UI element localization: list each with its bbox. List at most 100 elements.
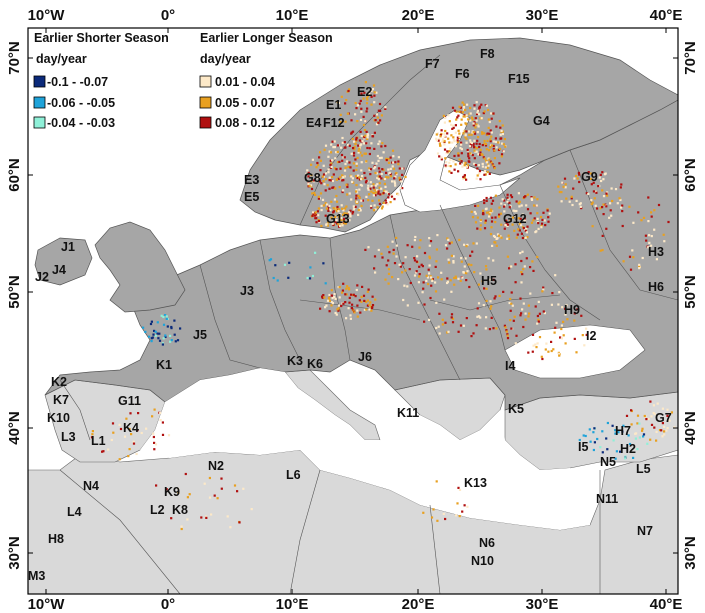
trend-pixel bbox=[338, 304, 341, 307]
trend-pixel bbox=[588, 428, 591, 431]
trend-pixel bbox=[628, 255, 632, 258]
trend-pixel bbox=[324, 144, 328, 147]
trend-pixel bbox=[382, 192, 385, 195]
trend-pixel bbox=[355, 184, 358, 187]
trend-pixel bbox=[342, 282, 345, 285]
trend-pixel bbox=[463, 265, 466, 268]
trend-pixel bbox=[479, 148, 482, 151]
trend-pixel bbox=[449, 158, 452, 161]
trend-pixel bbox=[345, 99, 348, 102]
trend-pixel bbox=[486, 139, 489, 142]
trend-pixel bbox=[320, 224, 323, 228]
trend-pixel bbox=[359, 99, 362, 102]
left-tick-label: 60°N bbox=[6, 158, 23, 192]
trend-pixel bbox=[154, 330, 157, 333]
trend-pixel bbox=[367, 184, 370, 187]
trend-pixel bbox=[473, 121, 476, 124]
trend-pixel bbox=[387, 176, 390, 179]
trend-pixel bbox=[562, 334, 565, 337]
trend-pixel bbox=[438, 155, 441, 158]
trend-pixel bbox=[336, 150, 339, 153]
region-label: E3 bbox=[244, 173, 259, 187]
bottom-tick-label: 10°W bbox=[28, 596, 66, 613]
trend-pixel bbox=[520, 271, 523, 274]
trend-pixel bbox=[514, 263, 517, 266]
trend-pixel bbox=[589, 177, 592, 180]
trend-pixel bbox=[309, 266, 312, 269]
trend-pixel bbox=[564, 307, 567, 310]
trend-pixel bbox=[391, 165, 394, 168]
trend-pixel bbox=[505, 330, 508, 333]
trend-pixel bbox=[360, 110, 363, 113]
trend-pixel bbox=[380, 156, 383, 159]
trend-pixel bbox=[343, 141, 346, 144]
trend-pixel bbox=[490, 117, 493, 120]
trend-pixel bbox=[485, 196, 488, 200]
trend-pixel bbox=[605, 437, 608, 440]
trend-pixel bbox=[515, 209, 518, 213]
trend-pixel bbox=[580, 314, 583, 317]
trend-pixel bbox=[360, 184, 364, 187]
trend-pixel bbox=[373, 267, 376, 270]
trend-pixel bbox=[361, 140, 364, 143]
trend-pixel bbox=[454, 275, 457, 278]
trend-pixel bbox=[462, 175, 465, 179]
trend-pixel bbox=[597, 185, 600, 188]
trend-pixel bbox=[334, 220, 337, 224]
trend-pixel bbox=[387, 259, 390, 262]
trend-pixel bbox=[348, 288, 351, 291]
trend-pixel bbox=[354, 175, 358, 178]
trend-pixel bbox=[473, 146, 476, 149]
trend-pixel bbox=[333, 198, 336, 201]
trend-pixel bbox=[444, 244, 448, 247]
trend-pixel bbox=[365, 110, 368, 113]
trend-pixel bbox=[483, 173, 486, 176]
great-britain-land bbox=[94, 221, 186, 313]
trend-pixel bbox=[226, 515, 229, 518]
trend-pixel bbox=[327, 221, 330, 224]
right-axis-labels: 70°N 60°N 50°N 40°N 30°N bbox=[682, 41, 699, 570]
trend-pixel bbox=[364, 176, 367, 179]
trend-pixel bbox=[107, 448, 110, 451]
trend-pixel bbox=[364, 120, 367, 123]
trend-pixel bbox=[558, 190, 561, 194]
trend-pixel bbox=[360, 178, 363, 181]
trend-pixel bbox=[343, 146, 346, 149]
trend-pixel bbox=[321, 296, 324, 299]
trend-pixel bbox=[353, 140, 356, 143]
trend-pixel bbox=[446, 132, 449, 135]
trend-pixel bbox=[595, 191, 598, 194]
trend-pixel bbox=[650, 211, 653, 214]
trend-pixel bbox=[521, 308, 524, 311]
trend-pixel bbox=[360, 169, 363, 172]
trend-pixel bbox=[472, 242, 475, 245]
trend-pixel bbox=[469, 254, 472, 257]
trend-pixel bbox=[369, 173, 372, 176]
trend-pixel bbox=[445, 152, 448, 155]
trend-pixel bbox=[489, 300, 492, 303]
trend-pixel bbox=[315, 166, 318, 169]
trend-pixel bbox=[667, 220, 670, 224]
trend-pixel bbox=[453, 109, 456, 112]
trend-pixel bbox=[503, 204, 506, 207]
trend-pixel bbox=[460, 123, 463, 126]
trend-pixel bbox=[357, 213, 360, 216]
trend-pixel bbox=[426, 276, 430, 279]
trend-pixel bbox=[365, 300, 368, 303]
trend-pixel bbox=[670, 411, 673, 414]
trend-pixel bbox=[373, 255, 377, 258]
trend-pixel bbox=[315, 174, 318, 177]
trend-pixel bbox=[334, 297, 337, 300]
trend-pixel bbox=[334, 187, 337, 190]
trend-pixel bbox=[351, 177, 354, 180]
trend-pixel bbox=[389, 167, 392, 170]
trend-pixel bbox=[379, 109, 382, 112]
trend-pixel bbox=[480, 117, 483, 120]
trend-pixel bbox=[384, 107, 387, 110]
trend-pixel bbox=[541, 290, 544, 293]
trend-pixel bbox=[460, 148, 463, 151]
trend-pixel bbox=[330, 162, 333, 165]
trend-pixel bbox=[532, 344, 535, 347]
trend-pixel bbox=[495, 125, 498, 128]
trend-pixel bbox=[441, 323, 444, 326]
